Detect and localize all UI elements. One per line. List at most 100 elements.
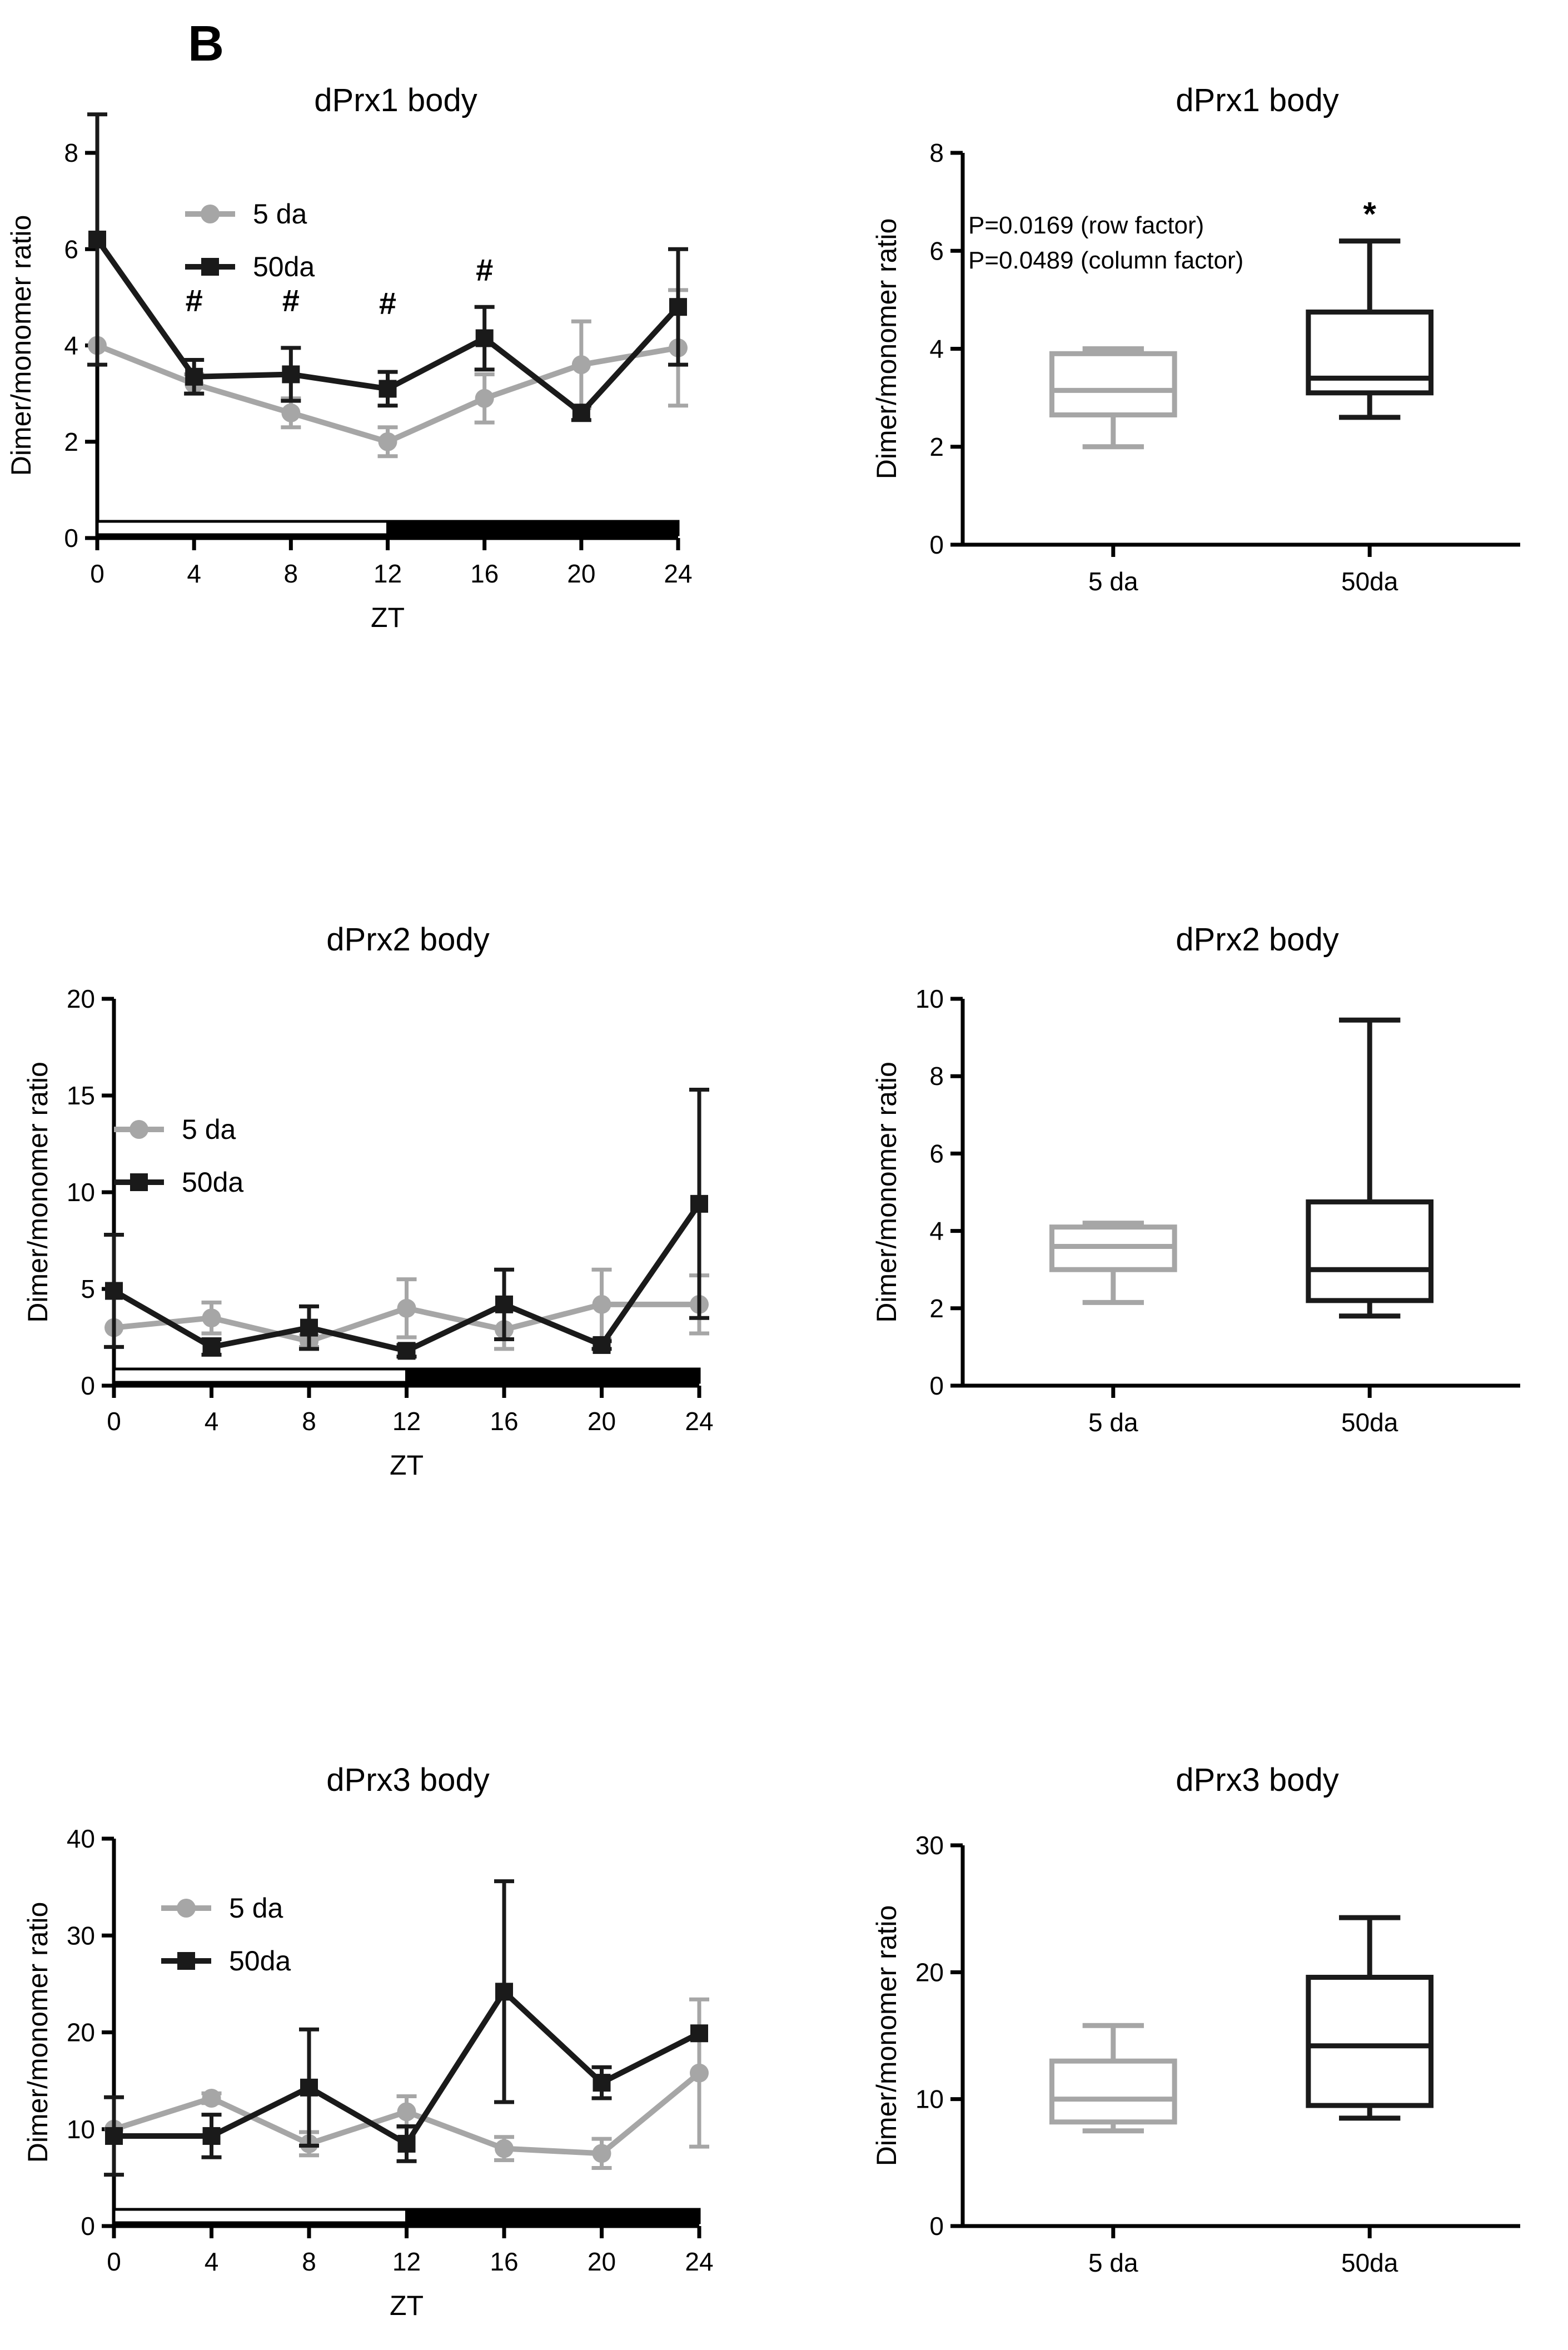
legend-marker xyxy=(177,1899,196,1918)
y-tick-label: 20 xyxy=(67,984,95,1013)
chart-title: dPrx1 body xyxy=(1176,82,1338,118)
x-tick-label: 24 xyxy=(685,1407,713,1436)
y-tick-label: 8 xyxy=(64,138,78,167)
significance-star: * xyxy=(1363,196,1377,233)
y-tick-label: 8 xyxy=(929,1062,944,1091)
legend-marker xyxy=(130,1173,148,1191)
data-point xyxy=(690,1194,708,1213)
box-iqr xyxy=(1049,351,1177,417)
y-tick-label: 2 xyxy=(929,432,944,461)
data-point xyxy=(495,1295,513,1313)
y-tick-label: 4 xyxy=(929,335,944,364)
data-point xyxy=(185,367,203,386)
y-tick-label: 10 xyxy=(67,2115,95,2144)
stats-text: P=0.0169 (row factor) xyxy=(968,212,1204,239)
data-point xyxy=(475,329,494,347)
dark-phase-bar xyxy=(405,2208,701,2224)
chart-title: dPrx3 body xyxy=(326,1762,489,1798)
dark-phase-bar xyxy=(386,520,680,536)
x-tick-label: 5 da xyxy=(1088,567,1138,596)
data-point xyxy=(202,2088,221,2108)
data-point xyxy=(593,1336,611,1354)
y-axis-label: Dimer/monomer ratio xyxy=(6,215,37,476)
y-tick-label: 6 xyxy=(929,1139,944,1168)
data-point xyxy=(300,2078,318,2097)
panel-label: B xyxy=(188,16,224,72)
y-tick-label: 4 xyxy=(929,1217,944,1246)
data-point xyxy=(571,355,591,375)
data-point xyxy=(379,380,397,398)
box-iqr xyxy=(1306,1974,1434,2108)
y-tick-label: 0 xyxy=(64,524,78,552)
legend-label: 50da xyxy=(182,1167,243,1198)
chart-title: dPrx1 body xyxy=(314,82,477,118)
legend-marker xyxy=(201,258,219,276)
x-tick-label: 50da xyxy=(1341,567,1398,596)
data-point xyxy=(397,2102,416,2122)
y-tick-label: 4 xyxy=(64,331,78,360)
box-young xyxy=(1049,346,1177,450)
data-point xyxy=(593,2074,611,2092)
box-old xyxy=(1306,1017,1434,1319)
y-tick-label: 30 xyxy=(67,1921,95,1950)
dark-phase-bar xyxy=(405,1367,701,1384)
box-old xyxy=(1306,1915,1434,2121)
x-tick-label: 20 xyxy=(567,559,595,588)
significance-marker: # xyxy=(282,283,300,318)
data-point xyxy=(592,1295,611,1314)
data-point xyxy=(690,2063,709,2083)
light-phase-bar xyxy=(96,520,389,536)
significance-marker: # xyxy=(476,252,493,287)
y-tick-label: 20 xyxy=(67,2018,95,2047)
data-point xyxy=(495,2139,514,2158)
light-phase-bar xyxy=(112,1367,408,1384)
box-old xyxy=(1306,238,1434,420)
legend-label: 5 da xyxy=(253,198,307,230)
box-young xyxy=(1049,2023,1177,2134)
y-axis-label: Dimer/monomer ratio xyxy=(22,1062,53,1323)
data-point xyxy=(281,403,301,422)
legend-marker xyxy=(177,1952,195,1970)
data-point xyxy=(397,1342,416,1360)
significance-marker: # xyxy=(186,283,203,318)
y-axis-label: Dimer/monomer ratio xyxy=(22,1902,53,2163)
stats-text: P=0.0489 (column factor) xyxy=(968,247,1243,274)
y-tick-label: 0 xyxy=(929,530,944,559)
x-tick-label: 12 xyxy=(392,1407,421,1436)
legend-marker xyxy=(130,1120,148,1139)
chart-title: dPrx2 body xyxy=(1176,922,1338,958)
y-axis-label: Dimer/monomer ratio xyxy=(871,218,902,480)
x-tick-label: 20 xyxy=(588,1407,616,1436)
x-tick-label: 0 xyxy=(107,2247,121,2276)
y-axis-label: Dimer/monomer ratio xyxy=(871,1062,902,1323)
x-tick-label: 8 xyxy=(302,1407,316,1436)
y-tick-label: 10 xyxy=(67,1178,95,1207)
y-tick-label: 2 xyxy=(64,427,78,456)
data-point xyxy=(475,389,494,408)
box-young xyxy=(1049,1221,1177,1305)
y-tick-label: 8 xyxy=(929,138,944,167)
data-point xyxy=(202,1308,221,1328)
x-tick-label: 0 xyxy=(107,1407,121,1436)
x-tick-label: 4 xyxy=(187,559,201,588)
series-old xyxy=(87,112,688,422)
y-tick-label: 0 xyxy=(81,2212,95,2241)
x-tick-label: 50da xyxy=(1341,1408,1398,1437)
light-phase-bar xyxy=(112,2208,408,2224)
data-point xyxy=(202,1338,221,1356)
legend-label: 5 da xyxy=(229,1893,283,1924)
significance-marker: # xyxy=(379,286,396,321)
data-point xyxy=(572,404,590,422)
series-old xyxy=(104,1879,708,2177)
data-point xyxy=(378,432,397,451)
data-point xyxy=(495,1983,513,2001)
legend-label: 5 da xyxy=(182,1114,236,1145)
x-tick-label: 16 xyxy=(470,559,499,588)
y-tick-label: 15 xyxy=(67,1081,95,1110)
x-axis-label: ZT xyxy=(390,1450,424,1481)
box-iqr xyxy=(1306,1199,1434,1303)
legend-label: 50da xyxy=(253,251,315,282)
data-point xyxy=(88,230,106,248)
y-tick-label: 0 xyxy=(929,2212,944,2241)
